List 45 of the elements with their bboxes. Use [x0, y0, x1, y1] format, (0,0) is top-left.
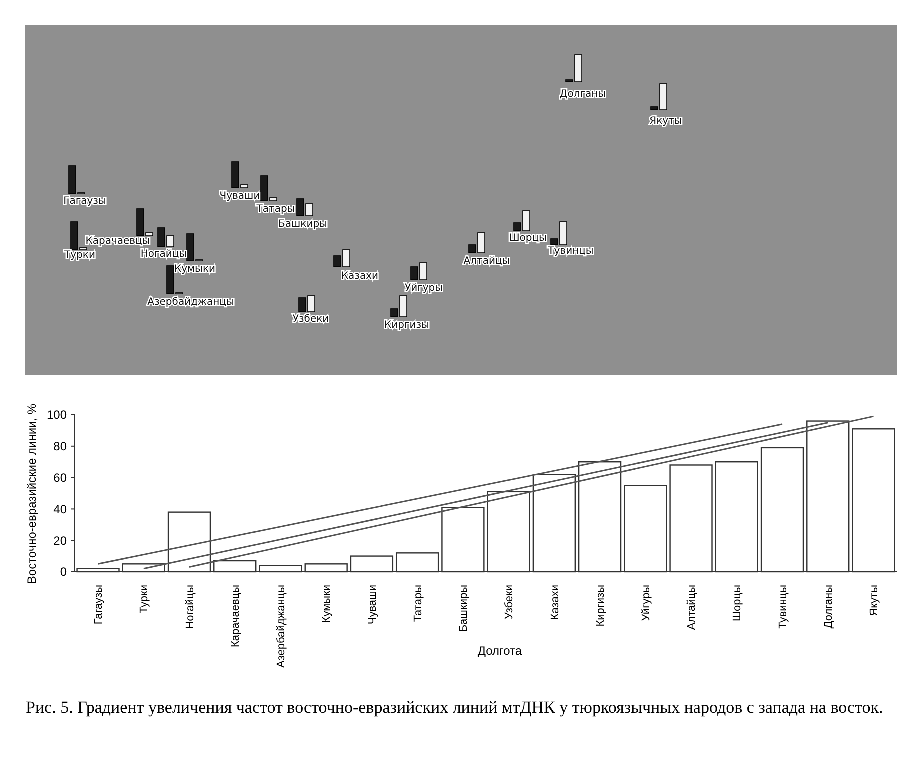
text: Алтайцы [464, 256, 510, 267]
x-tick-label: Турки [138, 585, 151, 614]
x-tick-label: Шорцы [732, 584, 744, 622]
x-tick-label: Чуваши [366, 585, 379, 625]
x-tick-label: Киргизы [594, 584, 607, 627]
x-tick-label: Карачаевцы [230, 584, 242, 648]
text: Узбеки [292, 314, 330, 325]
text: Башкиры [278, 219, 328, 230]
x-tick-label: Узбеки [504, 585, 516, 620]
x-tick-label: Гагаузы [93, 584, 106, 625]
text: Тувинцы [547, 246, 594, 257]
x-tick-label: Казахи [549, 585, 562, 620]
y-tick-label: 60 [54, 471, 68, 485]
text: Уйгуры [404, 283, 444, 294]
text: Ногайцы [140, 249, 188, 260]
text: Киргизы [384, 320, 430, 331]
x-tick-label: Тувинцы [777, 584, 790, 629]
y-tick-label: 80 [54, 440, 68, 454]
text: Азербайджанцы [148, 297, 234, 308]
y-tick-label: 100 [46, 408, 68, 422]
x-tick-label: Кумыки [321, 585, 334, 624]
y-tick-label: 0 [60, 565, 68, 580]
text: Долганы [560, 89, 606, 100]
x-tick-label: Уйгуры [640, 584, 653, 622]
x-tick-label: Якуты [868, 584, 881, 616]
x-tick-label: Ногайцы [184, 584, 196, 630]
text: Карачаевцы [86, 236, 150, 247]
text: Татары [256, 204, 296, 215]
x-tick-label: Азербайджанцы [276, 584, 288, 668]
x-tick-label: Алтайцы [686, 584, 698, 630]
x-tick-label: Татары [412, 584, 424, 622]
y-tick-label: 20 [54, 534, 68, 548]
text: Шорцы [509, 233, 548, 244]
text: Чуваши [220, 191, 260, 202]
text: Кумыки [174, 264, 216, 275]
text: Якуты [650, 116, 682, 127]
y-tick-label: 40 [54, 502, 68, 516]
x-tick-label: Долганы [822, 584, 835, 629]
x-axis-title: Долгота [478, 644, 522, 658]
text: Турки [64, 250, 96, 261]
text: Казахи [341, 271, 379, 282]
x-tick-label: Башкиры [458, 584, 470, 632]
y-axis-title: Восточно-евразийские линии, % [25, 404, 39, 584]
text: Гагаузы [64, 196, 106, 207]
text: Рис. 5. Градиент увеличения частот восточно-евразийских линий мтДНК у тюркоязычных народов с запада на восток. [26, 697, 884, 719]
